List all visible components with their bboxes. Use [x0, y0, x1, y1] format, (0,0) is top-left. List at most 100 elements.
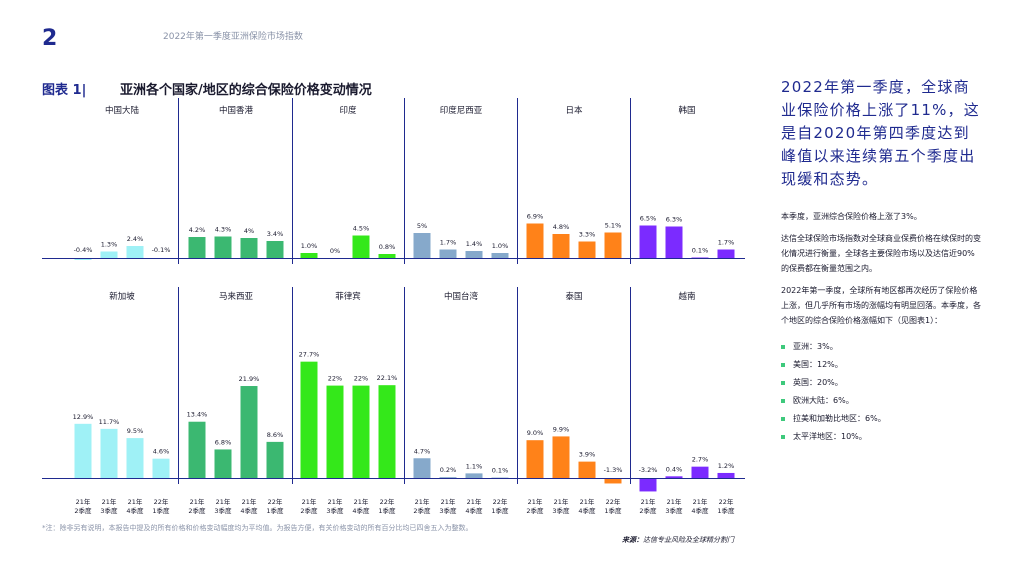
bullet-dot-icon: [781, 416, 785, 421]
bar: [578, 461, 596, 478]
bar: [604, 478, 622, 484]
data-label: 2.7%: [692, 456, 709, 464]
bullet-dot-icon: [781, 362, 785, 367]
data-label: 8.6%: [267, 431, 284, 439]
panel-title: 韩国: [678, 105, 695, 116]
bullet-text: 英国：20%。: [793, 378, 843, 387]
x-tick-label: 3季度: [326, 506, 344, 515]
x-tick-label: 21年: [302, 497, 317, 506]
x-tick-label: 22年: [268, 497, 283, 506]
data-label: -0.4%: [74, 246, 93, 254]
data-label: 1.0%: [492, 242, 509, 250]
bar: [300, 253, 318, 258]
source-note: 来源：达信专业风险及全球精分割门: [622, 535, 734, 545]
bar: [717, 472, 735, 478]
data-label: 1.2%: [718, 462, 735, 470]
data-label: 4%: [244, 227, 254, 235]
data-label: 0.2%: [440, 466, 457, 474]
x-tick-label: 4季度: [465, 506, 483, 515]
data-label: 4.5%: [353, 225, 370, 233]
bar: [300, 361, 318, 478]
bullet-asia: 亚洲：3%。: [781, 338, 981, 356]
x-tick-label: 1季度: [378, 506, 396, 515]
x-tick-label: 21年: [415, 497, 430, 506]
bar: [717, 249, 735, 258]
bar: [266, 441, 284, 478]
x-tick-label: 1季度: [604, 506, 622, 515]
bar: [74, 423, 92, 478]
data-label: 4.8%: [553, 223, 570, 231]
bar: [214, 449, 232, 478]
panel-title: 中国香港: [219, 105, 254, 116]
panel-title: 马来西亚: [219, 292, 254, 302]
data-label: 27.7%: [299, 351, 320, 359]
bar: [352, 235, 370, 258]
data-label: -1.3%: [604, 466, 623, 474]
data-label: 22.1%: [377, 374, 398, 382]
bar: [188, 237, 206, 258]
data-label: 6.3%: [666, 216, 683, 224]
x-tick-label: 21年: [102, 497, 117, 506]
panel-title: 中国大陆: [105, 105, 140, 116]
panel-title: 新加坡: [109, 291, 135, 302]
x-tick-label: 4季度: [240, 506, 258, 515]
bar: [378, 385, 396, 478]
bar: [465, 473, 483, 478]
x-tick-label: 3季度: [665, 506, 683, 515]
x-tick-label: 21年: [467, 497, 482, 506]
bar: [413, 233, 431, 258]
x-tick-label: 2季度: [300, 506, 318, 515]
data-label: 0.1%: [492, 467, 509, 475]
bar: [188, 421, 206, 478]
data-label: 21.9%: [239, 375, 260, 383]
sidebar-paragraph-2: 达信全球保险市场指数对全球商业保费价格在续保时的变化情况进行衡量，全球各主要保险…: [781, 234, 981, 273]
panel-title: 菲律宾: [335, 291, 361, 302]
bar: [326, 385, 344, 478]
sidebar-paragraph-3: 2022年第一季度，全球所有地区都再次经历了保险价格上涨，但几乎所有市场的涨幅均…: [781, 286, 981, 325]
bullet-us: 美国：12%。: [781, 356, 981, 374]
page-number: 2: [42, 26, 58, 51]
x-tick-label: 22年: [493, 497, 508, 506]
panel-title: 泰国: [565, 291, 582, 302]
x-tick-label: 2季度: [639, 506, 657, 515]
x-tick-label: 22年: [606, 497, 621, 506]
bar: [691, 257, 709, 258]
data-label: 3.9%: [579, 451, 596, 459]
bar: [552, 436, 570, 478]
x-tick-label: 21年: [693, 497, 708, 506]
x-tick-label: 3季度: [100, 506, 118, 515]
data-label: 1.7%: [440, 239, 457, 247]
sidebar-paragraph-1: 本季度，亚洲综合保险价格上涨了3%。: [781, 212, 922, 221]
bullet-dot-icon: [781, 380, 785, 385]
bar: [439, 477, 457, 478]
bullet-uk: 英国：20%。: [781, 374, 981, 392]
x-tick-label: 3季度: [552, 506, 570, 515]
panel-title: 印度尼西亚: [440, 105, 483, 116]
data-label: 0.4%: [666, 465, 683, 473]
x-tick-label: 22年: [719, 497, 734, 506]
x-tick-label: 21年: [354, 497, 369, 506]
x-tick-label: 4季度: [691, 506, 709, 515]
x-tick-label: 4季度: [578, 506, 596, 515]
bar: [491, 253, 509, 258]
bullet-dot-icon: [781, 344, 785, 349]
x-tick-label: 21年: [216, 497, 231, 506]
data-label: -0.1%: [152, 246, 171, 254]
x-tick-label: 21年: [528, 497, 543, 506]
data-label: 0.8%: [379, 243, 396, 251]
bar: [126, 438, 144, 478]
sidebar-headline: 2022年第一季度，全球商业保险价格上涨了11%，这是自2020年第四季度达到峰…: [781, 78, 980, 188]
data-label: 0.1%: [692, 247, 709, 255]
x-tick-label: 21年: [580, 497, 595, 506]
data-label: 3.3%: [579, 231, 596, 239]
x-tick-label: 21年: [641, 497, 656, 506]
data-label: 4.7%: [414, 447, 431, 455]
data-label: 13.4%: [187, 411, 208, 419]
bar: [691, 466, 709, 478]
bar: [352, 385, 370, 478]
bar: [639, 225, 657, 258]
bar: [465, 251, 483, 258]
data-label: 9.0%: [527, 429, 544, 437]
x-tick-label: 2季度: [413, 506, 431, 515]
data-label: -3.2%: [639, 466, 658, 474]
